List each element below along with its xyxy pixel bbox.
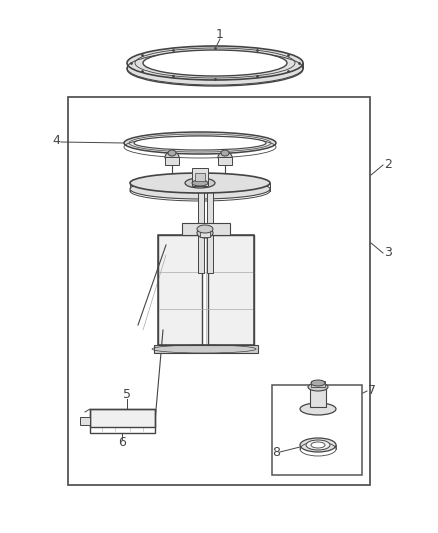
Ellipse shape <box>134 136 266 150</box>
Bar <box>192 168 208 186</box>
Bar <box>200 229 210 237</box>
Bar <box>310 387 326 407</box>
Bar <box>272 385 362 475</box>
Ellipse shape <box>185 178 215 188</box>
Ellipse shape <box>197 228 213 238</box>
Ellipse shape <box>308 383 328 391</box>
Ellipse shape <box>124 132 276 154</box>
Bar <box>165 157 179 165</box>
Bar <box>311 381 325 387</box>
Bar <box>182 223 230 235</box>
Ellipse shape <box>306 440 330 450</box>
Bar <box>207 183 213 273</box>
Bar <box>90 409 155 433</box>
Bar <box>198 183 204 273</box>
Ellipse shape <box>143 50 287 76</box>
Ellipse shape <box>127 52 303 86</box>
Ellipse shape <box>311 442 325 448</box>
Ellipse shape <box>221 150 229 156</box>
Ellipse shape <box>197 225 213 233</box>
Ellipse shape <box>127 46 303 80</box>
Bar <box>158 235 202 345</box>
Text: 5: 5 <box>123 389 131 401</box>
Bar <box>195 173 205 181</box>
Bar <box>68 97 370 485</box>
Ellipse shape <box>130 179 270 199</box>
Text: 1: 1 <box>216 28 224 42</box>
Bar <box>218 157 232 165</box>
Ellipse shape <box>165 152 179 162</box>
Ellipse shape <box>311 380 325 386</box>
Text: 6: 6 <box>118 437 126 449</box>
Text: 4: 4 <box>52 134 60 148</box>
Text: 2: 2 <box>384 158 392 172</box>
Text: 3: 3 <box>384 246 392 260</box>
Bar <box>208 235 254 345</box>
Ellipse shape <box>130 173 270 193</box>
Ellipse shape <box>300 438 336 452</box>
Bar <box>80 417 90 425</box>
Ellipse shape <box>192 180 208 186</box>
Bar <box>154 345 258 353</box>
Bar <box>90 409 155 427</box>
Text: 7: 7 <box>368 384 376 398</box>
Ellipse shape <box>300 403 336 415</box>
Text: 8: 8 <box>272 447 280 459</box>
Bar <box>158 235 254 345</box>
Ellipse shape <box>218 152 232 162</box>
Ellipse shape <box>168 150 176 156</box>
